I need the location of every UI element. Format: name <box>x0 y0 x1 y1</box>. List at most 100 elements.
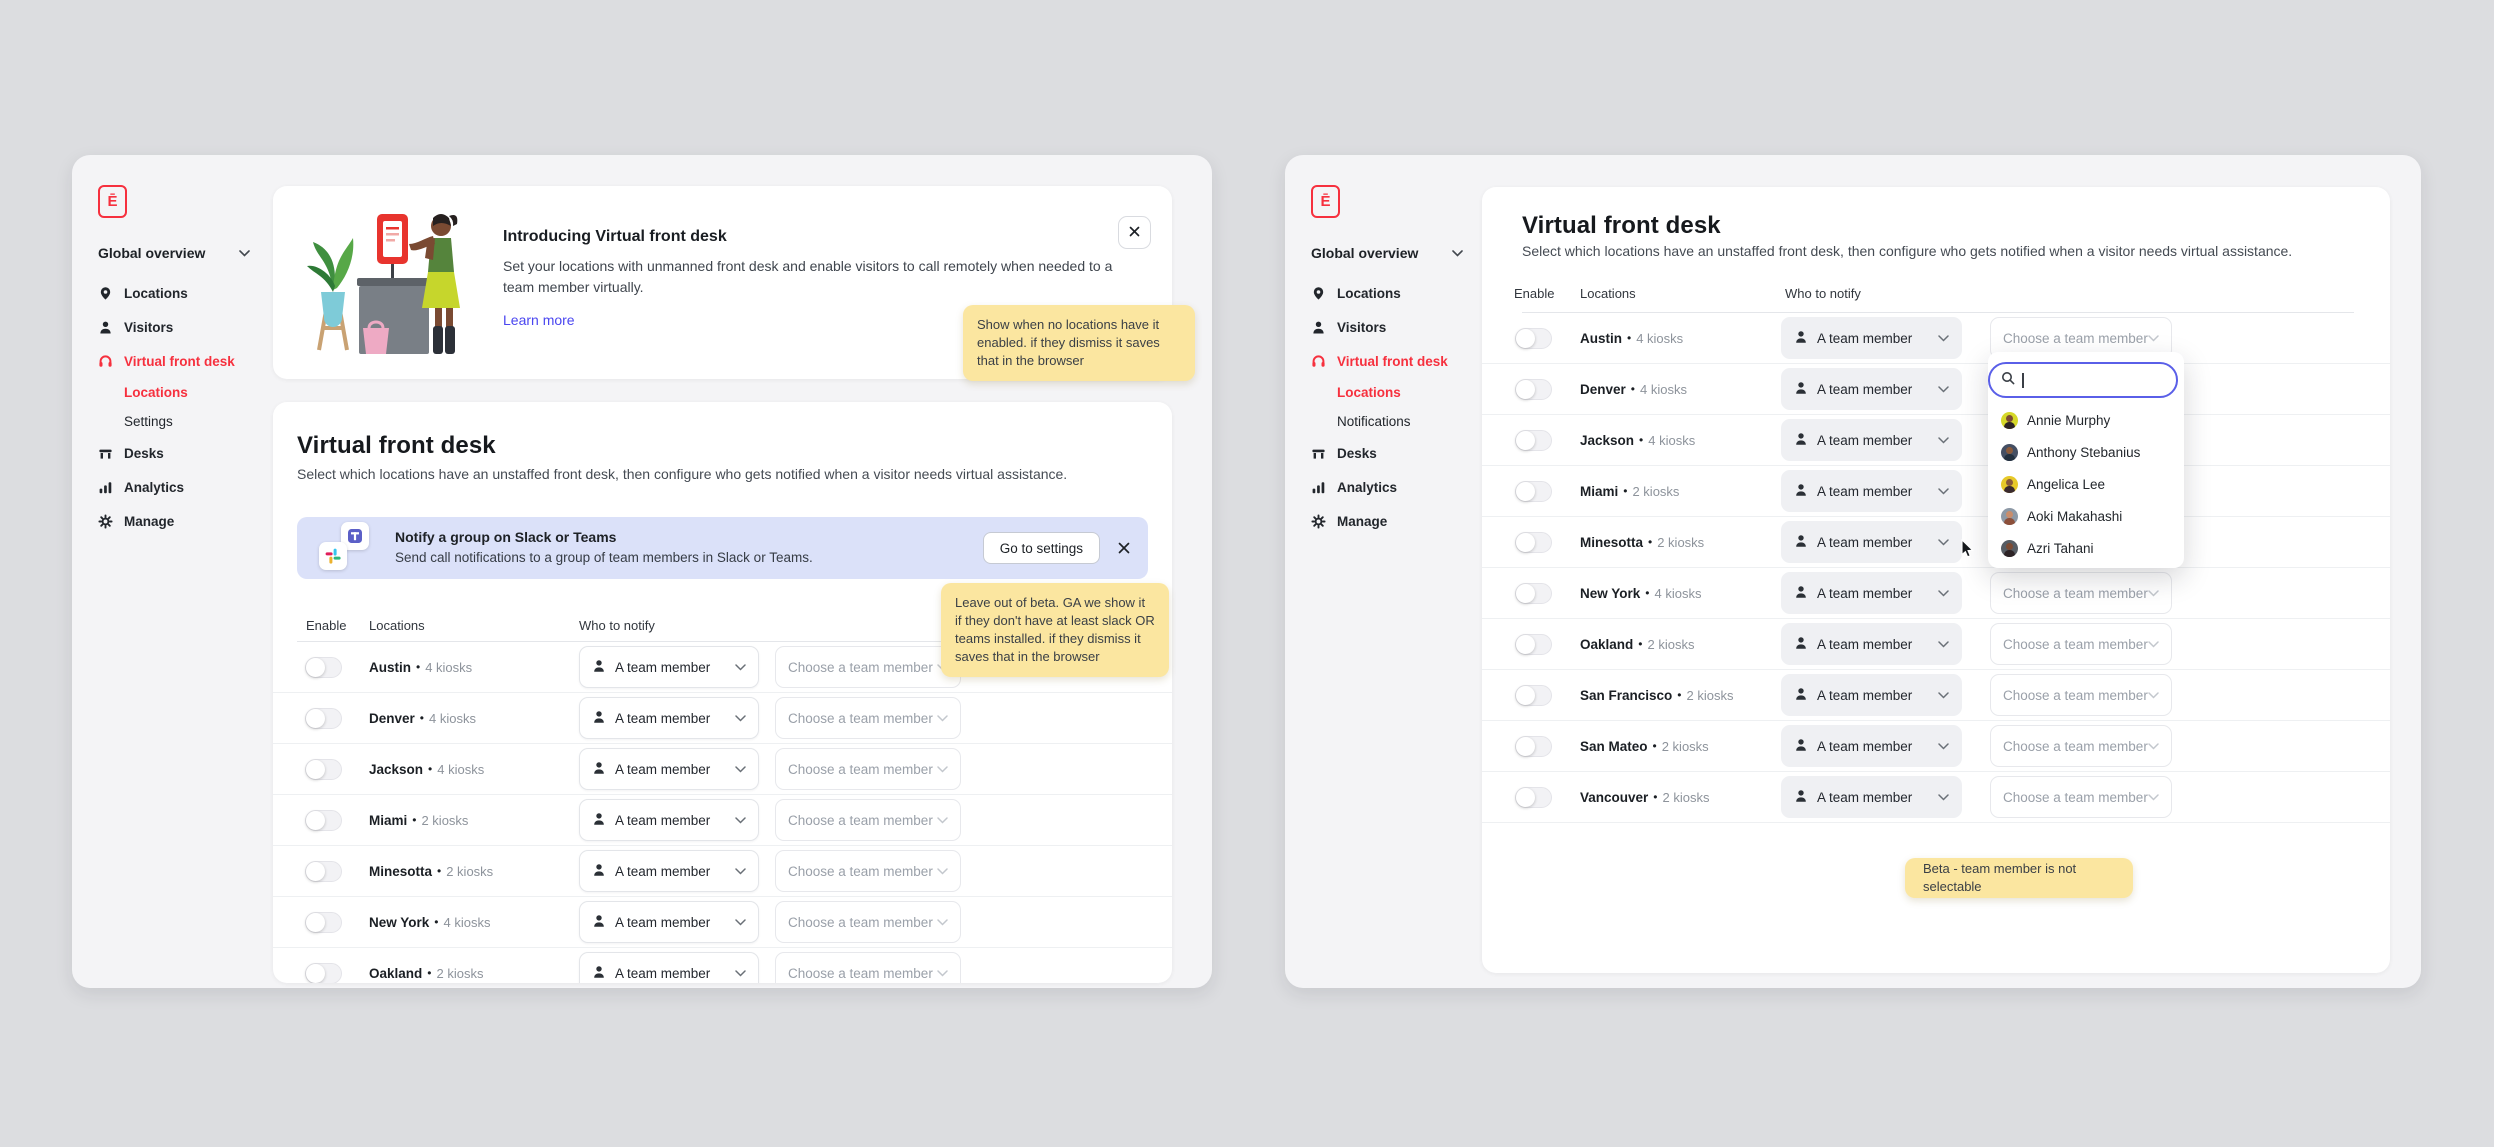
enable-toggle[interactable] <box>1515 430 1552 451</box>
enable-toggle[interactable] <box>1515 685 1552 706</box>
notify-type-select[interactable]: A team member <box>579 799 759 841</box>
notify-type-select[interactable]: A team member <box>579 748 759 790</box>
enable-toggle[interactable] <box>1515 787 1552 808</box>
sidebar-item-virtual-front-desk[interactable]: Virtual front desk <box>98 344 272 378</box>
enable-toggle[interactable] <box>1515 328 1552 349</box>
notify-type-select[interactable]: A team member <box>1781 521 1962 563</box>
enable-toggle[interactable] <box>1515 379 1552 400</box>
enable-toggle[interactable] <box>305 657 342 678</box>
sidebar-item-desks[interactable]: Desks <box>98 436 272 470</box>
sidebar-item-analytics[interactable]: Analytics <box>98 470 272 504</box>
go-to-settings-button[interactable]: Go to settings <box>982 532 1100 564</box>
chevron-down-icon <box>1938 589 1949 597</box>
sidebar-item-notifications[interactable]: Notifications <box>1311 407 1485 436</box>
member-option-angelica-lee[interactable]: Angelica Lee <box>1988 468 2184 500</box>
notify-type-value: A team member <box>1817 738 1913 754</box>
notify-type-select[interactable]: A team member <box>579 850 759 892</box>
enable-toggle[interactable] <box>305 759 342 780</box>
banner-close-button[interactable] <box>1114 538 1134 558</box>
choose-member-select[interactable]: Choose a team member <box>1990 674 2172 716</box>
dot-separator: • <box>1645 586 1650 600</box>
notify-type-select[interactable]: A team member <box>1781 470 1962 512</box>
choose-member-select[interactable]: Choose a team member <box>1990 725 2172 767</box>
chevron-down-icon <box>937 714 948 722</box>
choose-member-select[interactable]: Choose a team member <box>775 901 961 943</box>
enable-toggle[interactable] <box>1515 583 1552 604</box>
notify-type-select[interactable]: A team member <box>579 646 759 688</box>
chevron-down-icon <box>735 918 746 926</box>
notify-type-select[interactable]: A team member <box>1781 419 1962 461</box>
dot-separator: • <box>434 915 439 929</box>
sidebar-item-virtual-front-desk[interactable]: Virtual front desk <box>1311 344 1485 378</box>
sidebar-item-settings[interactable]: Settings <box>98 407 272 436</box>
enable-toggle[interactable] <box>305 810 342 831</box>
team-member-icon <box>592 659 606 676</box>
choose-member-select[interactable]: Choose a team member <box>775 748 961 790</box>
sidebar-item-manage[interactable]: Manage <box>1311 504 1485 538</box>
learn-more-link[interactable]: Learn more <box>503 312 575 328</box>
choose-member-placeholder: Choose a team member <box>788 710 933 726</box>
notify-type-select[interactable]: A team member <box>1781 317 1962 359</box>
sidebar-item-locations[interactable]: Locations <box>1311 378 1485 407</box>
page-subtitle: Select which locations have an unstaffed… <box>1522 243 2293 259</box>
enable-toggle[interactable] <box>305 963 342 983</box>
chevron-down-icon <box>1938 487 1949 495</box>
enable-toggle[interactable] <box>1515 736 1552 757</box>
notify-type-select[interactable]: A team member <box>579 697 759 739</box>
sidebar-item-visitors[interactable]: Visitors <box>98 310 272 344</box>
sidebar-item-desks[interactable]: Desks <box>1311 436 1485 470</box>
enable-toggle[interactable] <box>305 861 342 882</box>
enable-toggle[interactable] <box>1515 532 1552 553</box>
global-overview-selector[interactable]: Global overview <box>98 245 250 261</box>
notify-type-select[interactable]: A team member <box>1781 623 1962 665</box>
team-member-icon <box>1794 687 1808 704</box>
choose-member-select[interactable]: Choose a team member <box>1990 572 2172 614</box>
notify-type-select[interactable]: A team member <box>579 952 759 983</box>
chevron-down-icon <box>735 765 746 773</box>
choose-member-select[interactable]: Choose a team member <box>775 952 961 983</box>
enable-toggle[interactable] <box>305 912 342 933</box>
location-cell: Austin • 4 kiosks <box>369 642 472 692</box>
notify-type-select[interactable]: A team member <box>1781 674 1962 716</box>
member-name: Annie Murphy <box>2027 412 2111 428</box>
notify-type-select[interactable]: A team member <box>1781 572 1962 614</box>
global-overview-selector[interactable]: Global overview <box>1311 245 1463 261</box>
notify-type-select[interactable]: A team member <box>1781 776 1962 818</box>
chart-icon <box>98 480 113 495</box>
sidebar-item-visitors[interactable]: Visitors <box>1311 310 1485 344</box>
kiosk-count: 4 kiosks <box>425 659 473 675</box>
member-option-azri-tahani[interactable]: Azri Tahani <box>1988 532 2184 564</box>
enable-toggle[interactable] <box>1515 634 1552 655</box>
location-cell: New York • 4 kiosks <box>1580 568 1701 618</box>
page-title: Virtual front desk <box>297 432 496 459</box>
intro-close-button[interactable] <box>1118 216 1151 249</box>
notify-type-select[interactable]: A team member <box>579 901 759 943</box>
member-option-anthony-stebanius[interactable]: Anthony Stebanius <box>1988 436 2184 468</box>
sidebar-item-analytics[interactable]: Analytics <box>1311 470 1485 504</box>
choose-member-select[interactable]: Choose a team member <box>1990 623 2172 665</box>
enable-toggle[interactable] <box>305 708 342 729</box>
chevron-down-icon <box>2148 334 2159 342</box>
location-name: New York <box>1580 585 1641 601</box>
notify-type-select[interactable]: A team member <box>1781 725 1962 767</box>
member-option-annie-murphy[interactable]: Annie Murphy <box>1988 404 2184 436</box>
location-cell: Oakland • 2 kiosks <box>1580 619 1694 669</box>
choose-member-select[interactable]: Choose a team member <box>775 850 961 892</box>
kiosk-count: 2 kiosks <box>436 965 484 981</box>
dot-separator: • <box>1639 433 1644 447</box>
ms-teams-icon <box>341 522 369 550</box>
member-search-input[interactable] <box>1988 362 2178 398</box>
member-option-aoki-makahashi[interactable]: Aoki Makahashi <box>1988 500 2184 532</box>
choose-member-select[interactable]: Choose a team member <box>775 697 961 739</box>
choose-member-select[interactable]: Choose a team member <box>775 646 961 688</box>
notify-type-select[interactable]: A team member <box>1781 368 1962 410</box>
sidebar-item-manage[interactable]: Manage <box>98 504 272 538</box>
choose-member-select[interactable]: Choose a team member <box>775 799 961 841</box>
enable-toggle[interactable] <box>1515 481 1552 502</box>
member-name: Aoki Makahashi <box>2027 508 2123 524</box>
table-row-new-york: New York • 4 kiosks A team member Choose a t… <box>1482 568 2390 619</box>
sidebar-item-locations[interactable]: Locations <box>1311 276 1485 310</box>
sidebar-item-locations[interactable]: Locations <box>98 378 272 407</box>
choose-member-select[interactable]: Choose a team member <box>1990 776 2172 818</box>
sidebar-item-locations[interactable]: Locations <box>98 276 272 310</box>
